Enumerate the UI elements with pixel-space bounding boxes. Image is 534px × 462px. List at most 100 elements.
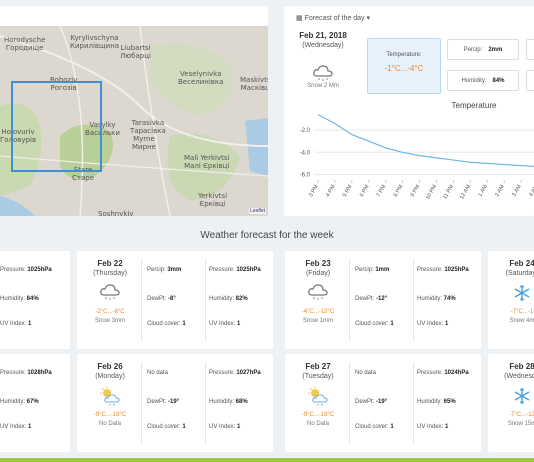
map-label-liubartsi: Liubartsi Любарці	[120, 44, 151, 60]
uv-index: UV Index: 1	[0, 321, 31, 327]
cloud-cover-label: Cloud cover:	[147, 321, 183, 327]
map-canvas[interactable]: Horodysche Городище Kyrylivschyna Кирилівщ…	[0, 26, 268, 216]
pressure-label: Pressure:	[209, 267, 237, 273]
row2-card-3-weekday: (Wednesda	[504, 373, 534, 380]
uv-index: UV Index: 1	[0, 424, 31, 430]
temperature-value: -1°C...-4°C	[384, 64, 424, 73]
row2-card-2-weekday: (Tuesday)	[302, 373, 334, 380]
humidity-label: Humidity:	[417, 399, 444, 405]
row2-card-3-summary: Snow 15m	[507, 421, 534, 427]
uv-index-label: UV Index:	[0, 321, 29, 327]
humidity: Humidity: 84%	[0, 296, 39, 302]
map-header	[0, 6, 268, 26]
row1-card-2-day-column: Feb 23 (Friday) -4°C...-12°C Snow 1mm	[289, 259, 347, 324]
row1-card-1-day-column: Feb 22 (Thursday) -2°C...-8°C Snow 3mm	[81, 259, 139, 324]
map-label-kyrylivschyna: Kyrylivschyna Кирилівщина	[70, 34, 120, 50]
leaflet-attribution[interactable]: Leaflet	[248, 208, 266, 214]
dewpt-label: DewPt:	[147, 296, 169, 302]
partial-box-2[interactable]	[526, 70, 534, 91]
humidity: Humidity: 67%	[0, 399, 39, 405]
humidity-value: 67%	[26, 399, 39, 405]
row1-card-3-date: Feb 24	[509, 259, 534, 268]
chart-xtick-label: 3 AM	[511, 184, 523, 198]
cloud-cover: Cloud cover: 1	[355, 321, 394, 327]
row2-card-1-day-column: Feb 26 (Monday) -9°C...-18°C No Data	[81, 362, 139, 427]
chart-xtick-label: 1 AM	[477, 184, 489, 198]
temperature-chart: Temperature -2.0 -4.0 -6.0 3 PM 4 PM 5 PM 6 PM 7…	[300, 101, 534, 201]
percip-value: 1mm	[375, 267, 390, 273]
percip: Percip: 1mm	[355, 267, 389, 273]
dewpt: DewPt: -12°	[355, 296, 387, 302]
chart-xtick-label: 3 PM	[308, 184, 320, 198]
temperature-box[interactable]: Temperature: -1°C...-4°C	[367, 38, 441, 94]
forecast-date: Feb 21, 2018	[299, 31, 347, 40]
pressure-label: Pressure:	[209, 370, 237, 376]
humidity-label: Humidity:	[417, 296, 444, 302]
pressure-value: 1025hPa	[236, 267, 261, 273]
humidity-value: 74%	[443, 296, 456, 302]
row1-card-3-summary: Snow 4m	[509, 318, 534, 324]
uv-index: UV Index: 1	[209, 321, 240, 327]
row1-card-2[interactable]: Feb 23 (Friday) -4°C...-12°C Snow 1mm Percip…	[285, 251, 481, 349]
pressure-label: Pressure:	[417, 267, 445, 273]
uv-index-value: 1	[445, 424, 449, 430]
uv-index: UV Index: 1	[417, 424, 448, 430]
dewpt-value: -19°	[168, 399, 180, 405]
card-divider	[141, 259, 142, 341]
row1-card-partial-left[interactable]: Pressure: 1025hPa Humidity: 84% UV Index: …	[0, 251, 70, 349]
row2-card-1-temp-range: -9°C...-18°C	[93, 412, 127, 418]
map-selection-box[interactable]	[11, 81, 102, 172]
uv-index-label: UV Index:	[209, 321, 238, 327]
pressure-value: 1025hPa	[444, 267, 469, 273]
dewpt-value: -19°	[376, 399, 388, 405]
partial-box-1[interactable]	[526, 39, 534, 60]
cloud-cover-value: 1	[182, 424, 186, 430]
uv-index-label: UV Index:	[0, 424, 29, 430]
row1-card-3-temp-range: -7°C...-1	[510, 309, 534, 315]
row2-card-1-weekday: (Monday)	[95, 373, 125, 380]
map-label-holovuriv: Holovuriv Головурів	[0, 128, 37, 144]
chart-xtick-label: 6 PM	[359, 184, 371, 198]
row2-card-3-date: Feb 28	[509, 362, 534, 371]
card-divider	[349, 362, 350, 444]
row2-card-3-day-column: Feb 28 (Wednesda -7°C...-12 Snow 15m	[490, 362, 534, 427]
row2-card-1[interactable]: Feb 26 (Monday) -9°C...-18°C No Data No data…	[77, 354, 273, 452]
dewpt-label: DewPt:	[355, 296, 377, 302]
uv-index: UV Index: 1	[417, 321, 448, 327]
forecast-date-block: Feb 21, 2018 (Wednesday) Snow 2 Mm	[294, 31, 352, 89]
percip-label: No data	[147, 370, 169, 376]
pressure: Pressure: 1025hPa	[0, 267, 52, 273]
row1-card-3-day-column: Feb 24 (Saturday) -7°C...-1 Snow 4m	[490, 259, 534, 324]
map-label-vasylky: Vasylky Васильки	[85, 121, 120, 137]
chart-xtick-label: 4 AM	[528, 184, 534, 198]
chart-xtick-label: 12 AM	[459, 184, 472, 201]
map-panel[interactable]: Horodysche Городище Kyrylivschyna Кирилівщ…	[0, 6, 268, 216]
humidity: Humidity: 68%	[209, 399, 248, 405]
humidity: Humidity: 82%	[209, 296, 248, 302]
cloud-cover-value: 1	[390, 424, 394, 430]
map-label-yerkivtsi: Yerkivtsi Єрківці	[198, 192, 228, 208]
chart-xtick-label: 2 AM	[494, 184, 506, 198]
map-label-maskivtsi: MaskivtsiМасківці	[240, 76, 268, 92]
row2-card-partial-right[interactable]: Feb 28 (Wednesda -7°C...-12 Snow 15m	[488, 354, 534, 452]
percip-label: No data	[355, 370, 377, 376]
temperature-series-line	[317, 114, 534, 168]
cloud-cover-label: Cloud cover:	[355, 321, 391, 327]
percip-box[interactable]: Percip: 2mm	[447, 39, 519, 60]
row1-card-1[interactable]: Feb 22 (Thursday) -2°C...-8°C Snow 3mm Perci…	[77, 251, 273, 349]
chart-xtick-label: 11 PM	[442, 184, 455, 201]
chart-ytick-label: -2.0	[300, 128, 311, 134]
pressure: Pressure: 1024hPa	[417, 370, 469, 376]
chart-xtick-label: 4 PM	[325, 184, 337, 198]
row1-card-partial-right[interactable]: Feb 24 (Saturday) -7°C...-1 Snow 4m	[488, 251, 534, 349]
humidity: Humidity: 65%	[417, 399, 456, 405]
pressure: Pressure: 1025hPa	[417, 267, 469, 273]
forecast-title-dropdown[interactable]: ▦ Forecast of the day ▾	[296, 14, 370, 22]
caret-down-icon: ▾	[366, 15, 370, 22]
row1-card-2-weekday: (Friday)	[305, 270, 331, 277]
percip-value: 2mm	[488, 46, 503, 53]
row2-card-2[interactable]: Feb 27 (Tuesday) -9°C...-18°C No Data No dat…	[285, 354, 481, 452]
humidity-box[interactable]: Humidity: 84%	[447, 70, 519, 91]
pressure-label: Pressure:	[0, 370, 28, 376]
row2-card-partial-left[interactable]: Pressure: 1028hPa Humidity: 67% UV Index: …	[0, 354, 70, 452]
